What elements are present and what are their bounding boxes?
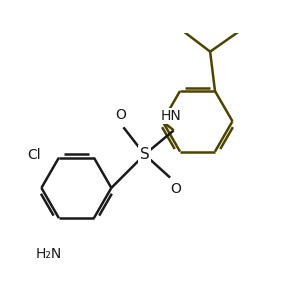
Text: H₂N: H₂N <box>36 247 62 261</box>
Text: O: O <box>115 109 126 123</box>
Text: S: S <box>140 147 150 162</box>
Text: O: O <box>171 182 182 196</box>
Text: HN: HN <box>160 109 181 123</box>
Text: Cl: Cl <box>27 148 41 162</box>
